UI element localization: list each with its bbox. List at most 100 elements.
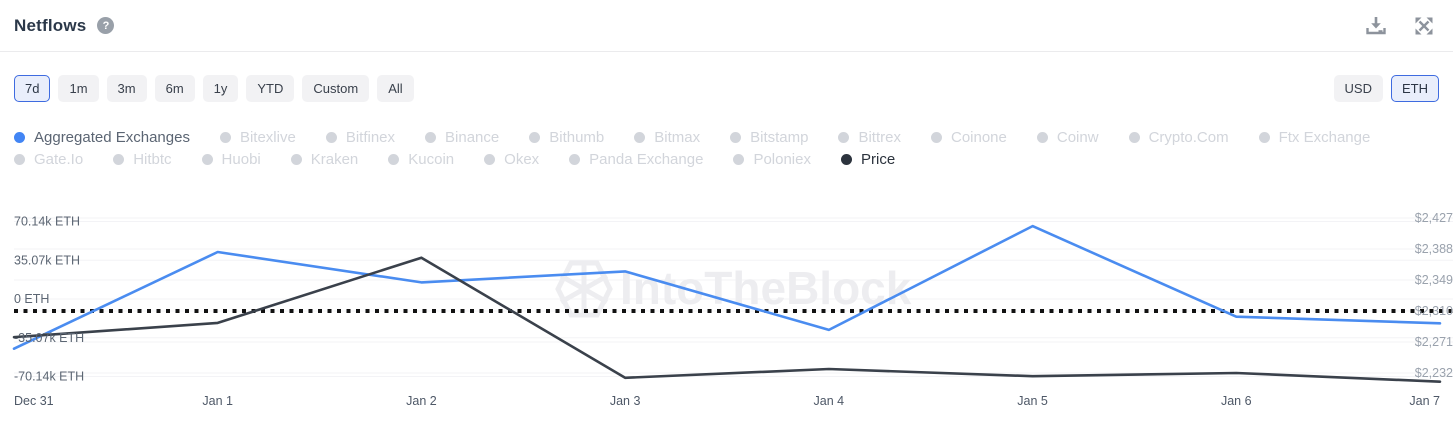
legend-label: Price [860, 151, 896, 168]
legend-item-bitstamp[interactable]: Bitstamp [730, 128, 808, 147]
left-axis-tick-label: 0 ETH [14, 292, 49, 306]
x-axis-tick-label: Jan 1 [202, 394, 233, 408]
legend-label: Coinone [950, 129, 1007, 146]
widget-header: Netflows ? [0, 0, 1453, 52]
legend-item-bitmax[interactable]: Bitmax [634, 128, 700, 147]
legend-dot [930, 132, 942, 143]
legend-label: Kraken [310, 151, 359, 168]
legend-label: Crypto.Com [1148, 129, 1229, 146]
legend-item-panda-exchange[interactable]: Panda Exchange [569, 150, 703, 169]
legend-dot [484, 154, 496, 165]
legend-label: Coinw [1056, 129, 1099, 146]
range-button-1m[interactable]: 1m [58, 75, 99, 102]
download-icon[interactable] [1365, 15, 1387, 37]
currency-toggle-group: USD ETH [1333, 75, 1439, 102]
legend-item-kucoin[interactable]: Kucoin [388, 150, 454, 169]
legend-label: Gate.Io [34, 151, 84, 168]
legend-dot [201, 154, 213, 165]
legend-item-bitexlive[interactable]: Bitexlive [219, 128, 296, 147]
x-axis-tick-label: Dec 31 [14, 394, 54, 408]
legend-label: Binance [445, 129, 500, 146]
legend-label: Bittrex [858, 129, 901, 146]
range-button-6m[interactable]: 6m [154, 75, 195, 102]
range-button-all[interactable]: All [377, 75, 414, 102]
legend-item-price[interactable]: Price [840, 150, 896, 169]
left-axis-tick-label: -70.14k ETH [14, 370, 84, 384]
chart-legend: Aggregated Exchanges Bitexlive Bitfinex Bin… [14, 128, 1444, 169]
legend-item-binance[interactable]: Binance [425, 128, 499, 147]
legend-label: Bitexlive [239, 129, 296, 146]
time-range-group: 7d 1m 3m 6m 1y YTD Custom All [14, 75, 414, 102]
legend-label: Okex [504, 151, 540, 168]
right-axis-tick-label: $2,232 [1415, 366, 1453, 380]
netflows-chart[interactable]: IntoTheBlock 70.14k ETH 35.07k ETH 0 ETH -35… [0, 193, 1453, 415]
legend-dot [325, 132, 337, 143]
x-axis-tick-label: Jan 7 [1409, 394, 1440, 408]
legend-label: Ftx Exchange [1278, 129, 1371, 146]
legend-item-coinw[interactable]: Coinw [1036, 128, 1099, 147]
legend-item-hitbtc[interactable]: Hitbtc [113, 150, 172, 169]
legend-dot [569, 154, 581, 165]
legend-dot [1258, 132, 1270, 143]
legend-label: Poloniex [753, 151, 811, 168]
legend-label: Panda Exchange [589, 151, 704, 168]
legend-dot [290, 154, 302, 165]
right-axis-tick-label: $2,427 [1415, 211, 1453, 225]
range-button-ytd[interactable]: YTD [246, 75, 295, 102]
x-axis-tick-label: Jan 2 [406, 394, 437, 408]
legend-label: Kucoin [408, 151, 455, 168]
legend-item-gate-io[interactable]: Gate.Io [14, 150, 83, 169]
x-axis-tick-label: Jan 3 [610, 394, 641, 408]
legend-item-ftx-exchange[interactable]: Ftx Exchange [1258, 128, 1371, 147]
legend-dot [14, 132, 25, 143]
legend-label: Hitbtc [133, 151, 172, 168]
right-axis-tick-label: $2,349 [1415, 273, 1453, 287]
legend-label: Bitmax [654, 129, 701, 146]
x-axis-tick-label: Jan 6 [1221, 394, 1252, 408]
legend-dot [1036, 132, 1048, 143]
x-axis-tick-label: Jan 5 [1017, 394, 1048, 408]
legend-dot [733, 154, 745, 165]
series-line-aggregated-exchanges[interactable] [12, 224, 1442, 350]
legend-dot [529, 132, 541, 143]
legend-dot [113, 154, 125, 165]
legend-item-bithumb[interactable]: Bithumb [529, 128, 604, 147]
left-axis-tick-label: -35.07k ETH [14, 331, 84, 345]
legend-dot [388, 154, 400, 165]
legend-item-crypto-com[interactable]: Crypto.Com [1128, 128, 1229, 147]
left-axis-tick-label: 35.07k ETH [14, 253, 80, 267]
legend-item-bittrex[interactable]: Bittrex [838, 128, 901, 147]
legend-dot [838, 132, 850, 143]
currency-button-eth[interactable]: ETH [1391, 75, 1439, 102]
legend-dot [14, 154, 25, 165]
legend-dot [730, 132, 742, 143]
currency-button-usd[interactable]: USD [1333, 75, 1383, 102]
legend-item-bitfinex[interactable]: Bitfinex [325, 128, 395, 147]
range-button-3m[interactable]: 3m [106, 75, 147, 102]
legend-item-okex[interactable]: Okex [484, 150, 539, 169]
svg-text:IntoTheBlock: IntoTheBlock [620, 262, 912, 314]
expand-icon[interactable] [1413, 15, 1435, 37]
legend-item-kraken[interactable]: Kraken [290, 150, 359, 169]
legend-label: Aggregated Exchanges [34, 129, 190, 146]
legend-dot [1128, 132, 1140, 143]
series-line-price[interactable] [12, 256, 1442, 383]
range-button-custom[interactable]: Custom [302, 75, 370, 102]
range-button-7d[interactable]: 7d [14, 75, 51, 102]
right-axis-tick-label: $2,271 [1415, 335, 1453, 349]
left-axis-tick-label: 70.14k ETH [14, 215, 80, 229]
x-axis-tick-label: Jan 4 [814, 394, 845, 408]
right-axis-tick-label: $2,310 [1415, 304, 1453, 318]
help-icon[interactable]: ? [97, 17, 115, 34]
legend-item-coinone[interactable]: Coinone [930, 128, 1007, 147]
legend-item-aggregated-exchanges[interactable]: Aggregated Exchanges [14, 128, 190, 147]
range-button-1y[interactable]: 1y [202, 75, 239, 102]
right-axis-tick-label: $2,388 [1415, 242, 1453, 256]
legend-dot [219, 132, 231, 143]
header-actions [1365, 15, 1435, 37]
legend-item-poloniex[interactable]: Poloniex [733, 150, 811, 169]
legend-item-huobi[interactable]: Huobi [201, 150, 261, 169]
legend-label: Huobi [221, 151, 261, 168]
legend-label: Bitstamp [750, 129, 809, 146]
